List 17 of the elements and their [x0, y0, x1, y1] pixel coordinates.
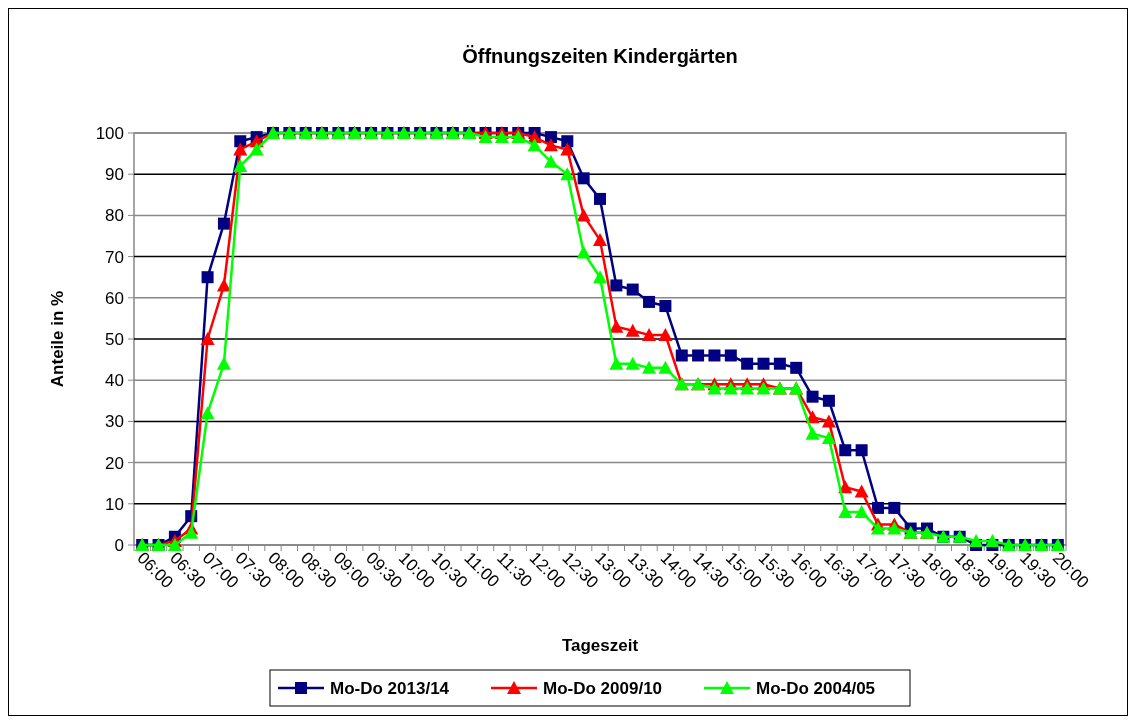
- y-tick-label: 90: [105, 165, 124, 185]
- y-tick-label: 60: [105, 288, 124, 308]
- legend-label: Mo-Do 2013/14: [330, 678, 450, 698]
- x-axis-title: Tageszeit: [561, 636, 639, 655]
- y-tick-label: 50: [105, 329, 124, 349]
- y-tick-label: 70: [105, 247, 124, 267]
- legend-label: Mo-Do 2004/05: [756, 678, 876, 698]
- y-axis-title: Anteile in %: [48, 290, 67, 388]
- y-tick-label: 30: [105, 412, 124, 432]
- y-tick-label: 40: [105, 371, 124, 391]
- legend-label: Mo-Do 2009/10: [543, 678, 663, 698]
- y-tick-label: 0: [114, 535, 124, 555]
- y-tick-label: 10: [105, 494, 124, 514]
- y-tick-label: 100: [95, 123, 124, 143]
- chart-title: Öffnungszeiten Kindergärten: [462, 45, 738, 67]
- y-tick-label: 80: [105, 206, 124, 226]
- y-tick-label: 20: [105, 453, 124, 473]
